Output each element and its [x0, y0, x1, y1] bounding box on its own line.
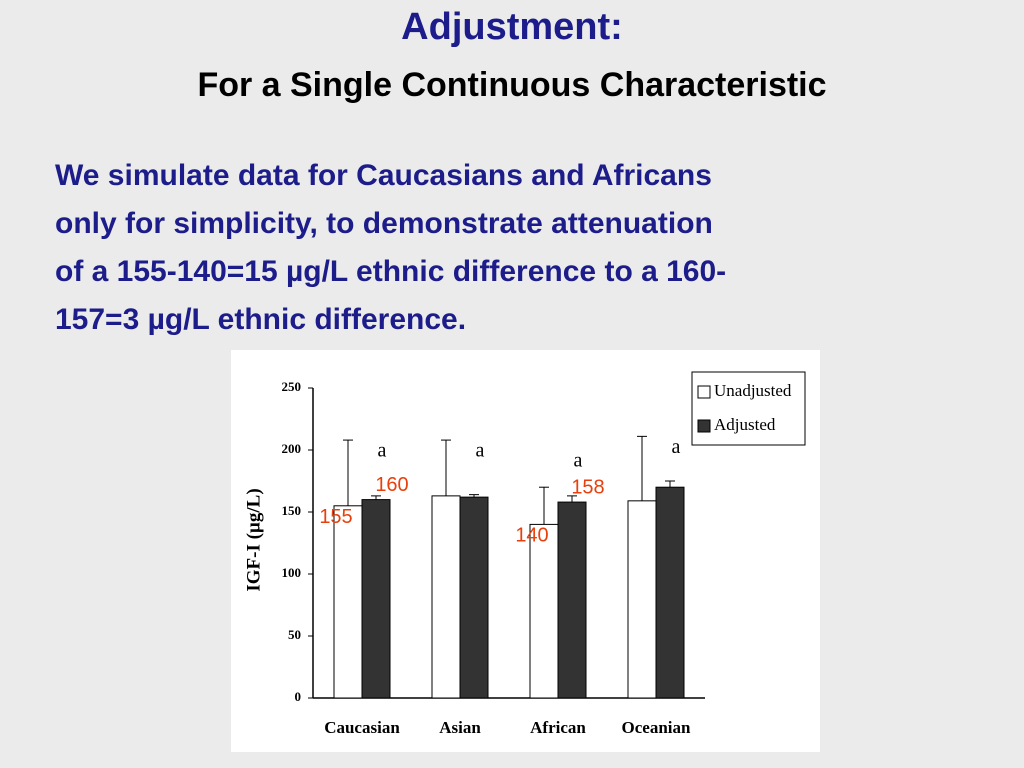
- group-label: a: [672, 436, 681, 458]
- value-label: 140: [515, 525, 548, 547]
- value-label: 155: [319, 506, 352, 528]
- body-line: only for simplicity, to demonstrate atte…: [55, 207, 713, 240]
- bar: [459, 496, 489, 699]
- x-tick-label: Asian: [439, 718, 481, 737]
- x-tick-label: Caucasian: [324, 718, 400, 737]
- y-tick-label: 100: [282, 565, 302, 580]
- bar: [655, 486, 685, 699]
- y-tick-label: 0: [295, 689, 302, 704]
- body-line: We simulate data for Caucasians and Afri…: [55, 159, 712, 192]
- value-label: 160: [375, 474, 408, 496]
- bar: [431, 495, 461, 699]
- bar: [557, 501, 587, 699]
- y-tick-label: 200: [282, 441, 302, 456]
- body-line: of a 155-140=15 µg/L ethnic difference t…: [55, 255, 727, 288]
- x-tick-label: Oceanian: [622, 718, 691, 737]
- y-tick-label: 250: [282, 379, 302, 394]
- legend-label: Adjusted: [714, 415, 776, 434]
- bar: [529, 523, 559, 699]
- value-label: 158: [571, 476, 604, 498]
- x-tick-label: African: [530, 718, 586, 737]
- y-axis-label: IGF-I (µg/L): [243, 488, 264, 591]
- body-line: 157=3 µg/L ethnic difference.: [55, 303, 467, 336]
- group-label: a: [378, 440, 387, 462]
- bar: [361, 499, 391, 699]
- slide-title: Adjustment:: [401, 6, 623, 48]
- slide-body: We simulate data for Caucasians and Afri…: [55, 152, 726, 344]
- bar: [333, 505, 363, 699]
- legend-label: Unadjusted: [714, 381, 792, 400]
- slide-subtitle: For a Single Continuous Characteristic: [197, 66, 827, 104]
- bar: [627, 500, 657, 699]
- group-label: a: [476, 440, 485, 462]
- legend-swatch: [697, 385, 711, 399]
- group-label: a: [574, 450, 583, 472]
- legend-box: [691, 371, 806, 446]
- y-tick-label: 50: [288, 627, 301, 642]
- y-tick-label: 150: [282, 503, 302, 518]
- legend-swatch: [697, 419, 711, 433]
